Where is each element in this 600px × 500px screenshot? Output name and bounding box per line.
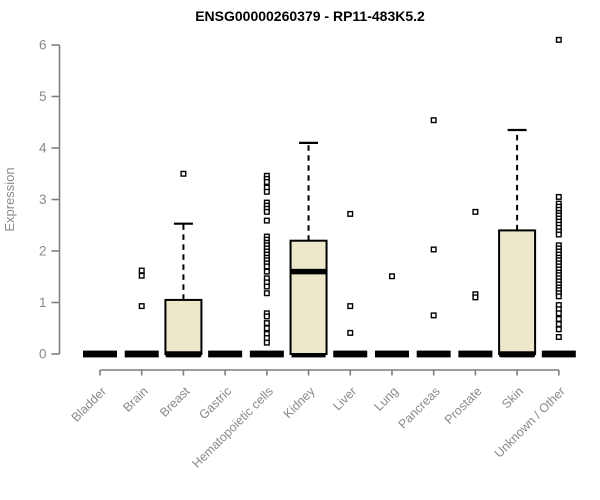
zero-median-bar [416,350,451,358]
x-tick-label-breast: Breast [157,384,193,420]
zero-median-bar [541,350,576,358]
outlier-point [263,263,270,270]
outlier-point [472,208,479,215]
x-tick-label-pancreas: Pancreas [396,384,443,431]
outlier-point [555,293,562,300]
boxplot-lung [374,273,409,358]
outlier-point [347,303,354,310]
outlier-point [555,334,562,341]
zero-median-bar [124,350,159,358]
zero-median-bar [208,350,243,358]
outlier-point [263,339,270,346]
boxplot-hematopoietic-cells [249,172,284,358]
boxplot-liver [333,210,368,358]
y-tick-label: 1 [39,295,47,310]
y-tick-label: 6 [39,38,47,53]
outlier-point [263,313,270,320]
zero-median-bar [83,350,117,358]
box [498,229,537,355]
boxplot-gastric [208,350,243,358]
x-tick-label-gastric: Gastric [196,384,234,422]
x-tick-label-hematopoietic-cells: Hematopoietic cells [189,384,276,471]
outlier-point [263,325,270,332]
outlier-point [263,283,270,290]
outlier-point [555,326,562,333]
outlier-point [347,210,354,217]
outlier-point [263,290,270,297]
outlier-point [263,208,270,215]
x-tick-label-prostate: Prostate [442,384,485,427]
x-tick-label-unknown-other: Unknown / Other [492,384,568,460]
x-tick-label-bladder: Bladder [69,384,109,424]
chart-title: ENSG00000260379 - RP11-483K5.2 [195,8,425,24]
outlier-point [430,312,437,319]
boxplot-skin [498,128,537,358]
median-line [290,268,327,275]
outlier-point [138,267,145,274]
boxplot-unknown-other [541,36,576,358]
boxplot-pancreas [416,117,451,358]
outlier-point [263,320,270,327]
outlier-point [263,268,270,275]
outlier-point [138,303,145,310]
box [289,239,328,355]
y-tick-label: 0 [39,347,47,362]
outlier-point [263,217,270,224]
outlier-point [138,272,145,279]
x-tick-label-kidney: Kidney [281,384,318,421]
outlier-point [180,170,187,177]
y-tick-label: 5 [39,89,47,104]
boxplot-kidney [289,141,328,358]
boxplot-brain [124,267,159,358]
zero-median-bar [458,350,493,358]
boxplot-breast [164,170,203,358]
y-axis-title: Expression [2,167,17,231]
outlier-point [555,231,562,238]
y-tick-label: 3 [39,192,47,207]
x-tick-label-skin: Skin [499,384,526,411]
median-line [499,351,536,357]
outlier-point [263,178,270,185]
x-tick-label-liver: Liver [330,384,359,413]
outlier-point [555,193,562,200]
outlier-point [388,273,395,280]
outlier-point [263,335,270,342]
y-tick-label: 4 [39,141,47,156]
outlier-point [555,315,562,322]
box [164,298,203,355]
outlier-point [555,321,562,328]
outlier-point [555,36,562,43]
outlier-point [430,117,437,124]
outlier-point [555,310,562,317]
outlier-point [263,188,270,195]
x-tick-label-lung: Lung [372,384,402,414]
y-tick-label: 2 [39,244,47,259]
zero-median-bar [333,350,368,358]
median-line [165,351,202,357]
outlier-point [430,246,437,253]
boxplot-prostate [458,208,493,358]
outlier-point [347,329,354,336]
zero-median-bar [374,350,409,358]
y-axis: 0 1 2 3 4 5 6 Expression [2,38,61,362]
x-tick-label-brain: Brain [120,384,151,415]
outlier-point [472,294,479,301]
zero-median-bar [249,350,284,358]
boxplot-bladder [83,350,117,358]
